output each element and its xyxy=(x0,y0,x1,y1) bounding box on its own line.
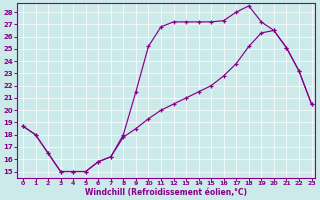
X-axis label: Windchill (Refroidissement éolien,°C): Windchill (Refroidissement éolien,°C) xyxy=(85,188,247,197)
